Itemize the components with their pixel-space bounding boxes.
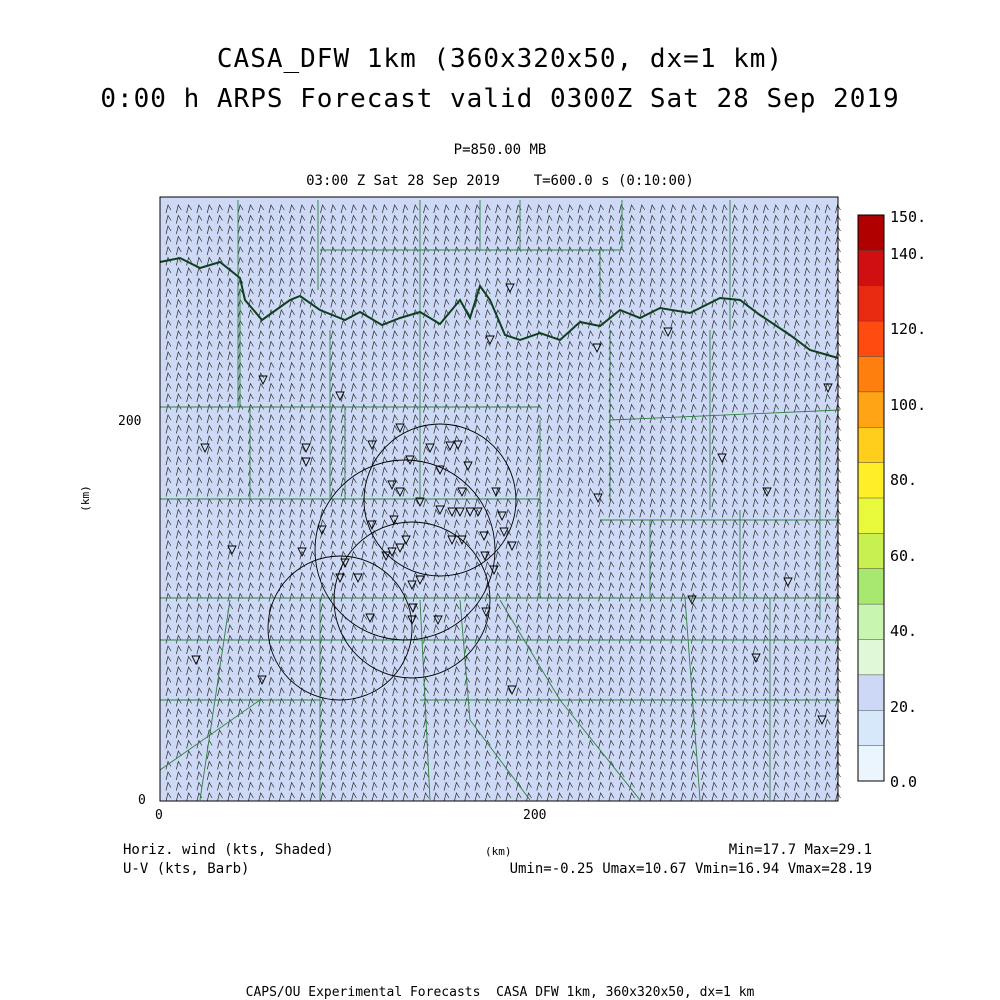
y-axis-label: (km)	[78, 485, 92, 512]
county-boundaries	[159, 200, 841, 801]
colorbar-label: 120.	[890, 320, 927, 338]
colorbar-label: 140.	[890, 245, 927, 263]
colorbar-label: 40.	[890, 622, 918, 640]
colorbar-label: 0.0	[890, 773, 918, 791]
colorbar	[857, 214, 885, 782]
y-tick-200: 200	[118, 414, 142, 429]
shaded-field-description: Horiz. wind (kts, Shaded)	[123, 842, 334, 858]
colorbar-label: 80.	[890, 471, 918, 489]
x-tick-200: 200	[523, 808, 547, 823]
barb-field-description: U-V (kts, Barb)	[123, 861, 250, 877]
colorbar-label: 100.	[890, 396, 927, 414]
uv-range-stats: Umin=-0.25 Umax=10.67 Vmin=16.94 Vmax=28…	[509, 861, 872, 877]
plot-title-line1: CASA_DFW 1km (360x320x50, dx=1 km)	[216, 44, 784, 74]
y-tick-0: 0	[138, 793, 146, 808]
colorbar-label: 60.	[890, 547, 918, 565]
red-river-boundary	[159, 256, 839, 359]
footer-credit: CAPS/OU Experimental Forecasts CASA DFW …	[245, 985, 755, 1000]
wind-barbs	[165, 204, 841, 802]
x-axis-label: (km)	[485, 845, 512, 858]
valid-time: 03:00 Z Sat 28 Sep 2019 T=600.0 s (0:10:…	[306, 173, 694, 189]
plot-title-line2: 0:00 h ARPS Forecast valid 0300Z Sat 28 …	[100, 84, 900, 114]
radar-range-rings	[267, 423, 517, 701]
x-tick-0: 0	[155, 808, 163, 823]
min-max-stats: Min=17.7 Max=29.1	[728, 842, 872, 858]
pressure-level: P=850.00 MB	[453, 142, 547, 158]
map-frame	[159, 196, 839, 802]
colorbar-label: 20.	[890, 698, 918, 716]
colorbar-label: 150.	[890, 208, 927, 226]
